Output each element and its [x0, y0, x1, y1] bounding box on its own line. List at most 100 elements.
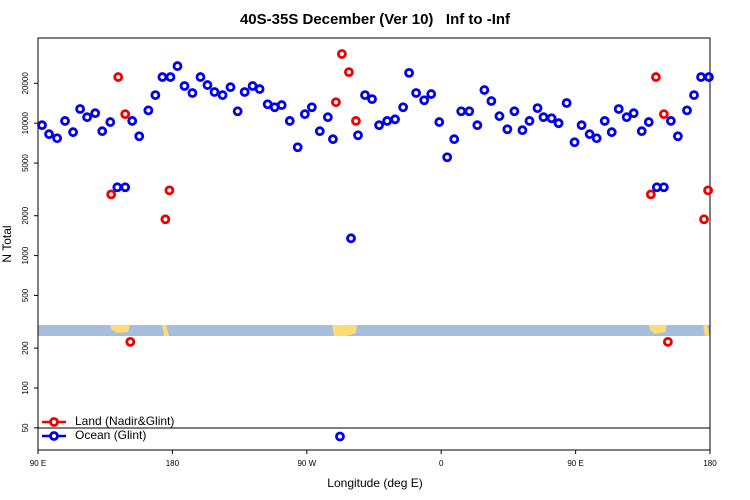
- point: [328, 134, 338, 145]
- point: [374, 120, 384, 131]
- x-tick-label: 0: [439, 459, 444, 468]
- point: [442, 152, 453, 163]
- point: [150, 90, 161, 100]
- point: [284, 116, 295, 126]
- y-tick-label: 20000: [21, 72, 30, 95]
- point: [502, 124, 513, 135]
- chart-title: 40S-35S December (Ver 10) Inf to -Inf: [240, 11, 511, 28]
- point: [239, 87, 250, 97]
- point: [120, 109, 131, 120]
- point: [276, 100, 287, 110]
- point: [105, 117, 116, 127]
- point: [696, 72, 706, 82]
- point: [360, 90, 370, 100]
- point: [449, 134, 460, 145]
- legend-label: Ocean (Glint): [75, 428, 146, 442]
- x-tick-label: 90 W: [297, 459, 316, 468]
- point: [658, 109, 669, 120]
- point: [509, 106, 520, 117]
- point: [143, 105, 154, 116]
- y-tick-label: 1000: [21, 246, 30, 264]
- point: [643, 117, 654, 127]
- point: [292, 142, 303, 153]
- point: [689, 90, 699, 100]
- point: [113, 72, 124, 82]
- point: [434, 117, 445, 127]
- point: [517, 125, 528, 136]
- point: [672, 131, 683, 142]
- point: [398, 102, 409, 113]
- point: [172, 61, 183, 71]
- point: [336, 49, 347, 59]
- ocean-strip: [38, 325, 710, 336]
- point: [367, 94, 377, 105]
- point: [479, 85, 490, 95]
- point: [90, 108, 101, 119]
- point: [606, 127, 617, 138]
- point: [165, 72, 176, 82]
- point: [628, 108, 639, 119]
- point: [217, 90, 228, 100]
- point: [532, 103, 543, 114]
- point: [419, 95, 430, 106]
- point: [209, 87, 220, 97]
- y-tick-label: 10000: [21, 112, 30, 135]
- land-patch: [162, 325, 169, 336]
- point: [472, 120, 483, 131]
- point: [553, 118, 564, 129]
- point: [404, 67, 414, 78]
- point: [486, 96, 497, 106]
- point: [346, 233, 356, 244]
- point: [546, 113, 557, 124]
- point: [390, 114, 400, 125]
- point: [584, 129, 595, 140]
- point: [120, 182, 131, 193]
- point: [306, 102, 317, 113]
- point: [538, 112, 549, 123]
- point: [456, 106, 467, 117]
- land-patch: [649, 325, 667, 334]
- point: [299, 109, 310, 120]
- point: [464, 106, 475, 117]
- point: [636, 126, 647, 137]
- point: [112, 182, 123, 193]
- point: [682, 105, 692, 116]
- point: [75, 104, 86, 114]
- y-tick-label: 2000: [21, 206, 30, 224]
- legend-marker: [49, 417, 59, 427]
- y-tick-label: 5000: [21, 154, 30, 172]
- point: [561, 98, 572, 108]
- point: [82, 112, 93, 123]
- point: [44, 129, 54, 140]
- point: [187, 88, 198, 98]
- x-tick-label: 90 E: [567, 459, 583, 468]
- point: [254, 84, 265, 94]
- point: [665, 116, 676, 126]
- point: [699, 214, 709, 225]
- plot-frame: [37, 37, 711, 451]
- x-tick-label: 180: [166, 459, 180, 468]
- point: [645, 189, 656, 200]
- point: [60, 116, 70, 126]
- point: [662, 336, 673, 347]
- y-tick-label: 50: [21, 423, 30, 432]
- x-tick-label: 90 E: [30, 459, 46, 468]
- point: [599, 116, 610, 126]
- point: [68, 127, 78, 138]
- point: [353, 130, 363, 141]
- point: [322, 112, 333, 123]
- land-patch: [332, 325, 357, 336]
- point: [52, 133, 63, 144]
- point: [134, 131, 145, 142]
- point: [703, 185, 713, 196]
- legend-label: Land (Nadir&Glint): [75, 414, 174, 428]
- point: [202, 80, 213, 90]
- point: [411, 88, 422, 98]
- point: [658, 182, 669, 193]
- point: [37, 120, 47, 131]
- map-strip: [38, 325, 710, 336]
- point: [591, 133, 602, 144]
- point: [225, 82, 236, 93]
- point: [704, 72, 714, 82]
- point: [179, 81, 190, 91]
